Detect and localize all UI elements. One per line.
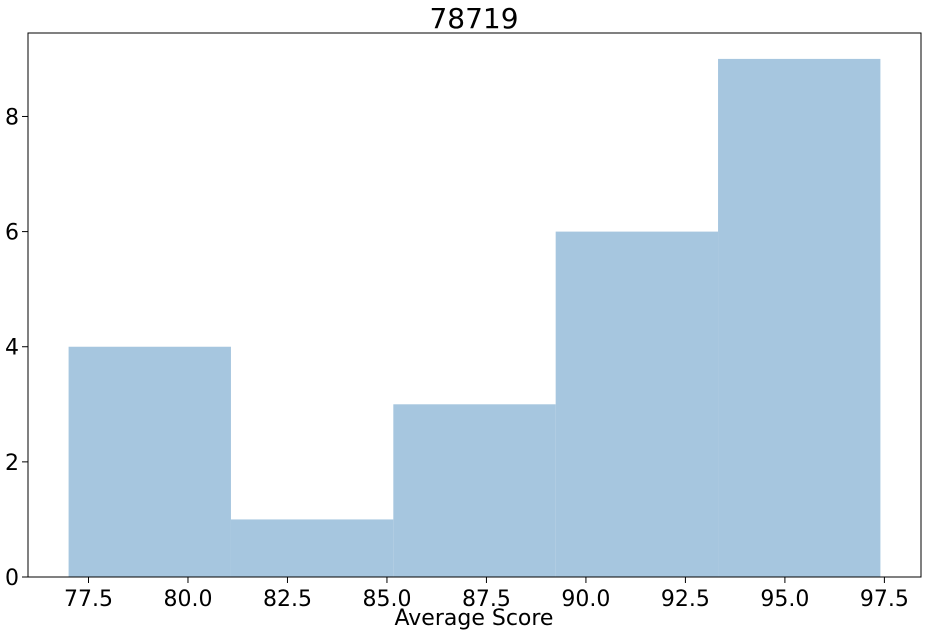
y-tick-label: 0 (5, 566, 19, 591)
x-tick-label: 87.5 (462, 587, 511, 612)
x-tick-label: 97.5 (860, 587, 909, 612)
x-tick-label: 77.5 (64, 587, 113, 612)
histogram-bar-3 (393, 404, 556, 577)
x-axis-ticks: 77.5 80.0 82.5 85.0 87.5 90.0 92.5 95.0 97.5 (64, 577, 909, 612)
x-axis-label: Average Score (395, 606, 554, 631)
histogram-bar-1 (68, 346, 231, 577)
histogram-bar-5 (718, 58, 881, 577)
x-tick-label: 92.5 (661, 587, 710, 612)
bars-group (68, 58, 881, 577)
plot-area-frame (27, 32, 922, 578)
histogram-bar-2 (230, 519, 394, 577)
x-tick-label: 85.0 (362, 587, 411, 612)
y-tick-label: 2 (5, 451, 19, 476)
chart-title: 78719 (429, 2, 518, 35)
y-axis-ticks: 0 2 4 6 8 (5, 105, 28, 591)
y-tick-label: 6 (5, 221, 19, 246)
x-tick-label: 95.0 (760, 587, 809, 612)
histogram-bar-4 (555, 231, 719, 577)
x-tick-label: 82.5 (263, 587, 312, 612)
x-tick-label: 80.0 (163, 587, 212, 612)
y-tick-label: 4 (5, 336, 19, 361)
x-tick-label: 90.0 (561, 587, 610, 612)
y-tick-label: 8 (5, 105, 19, 130)
